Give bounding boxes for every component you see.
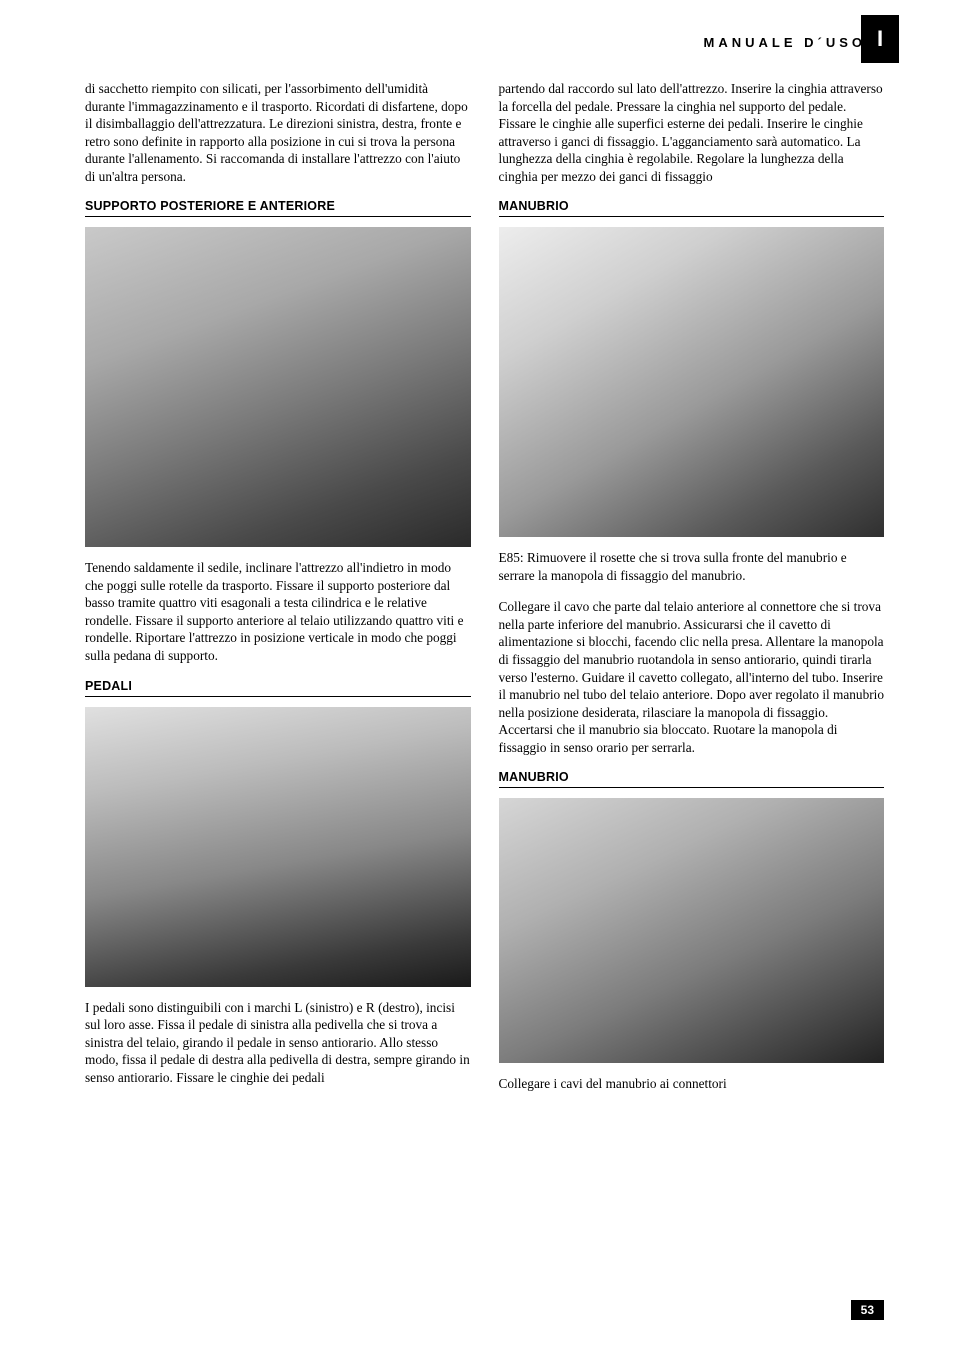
pedali-paragraph: I pedali sono distinguibili con i marchi… xyxy=(85,999,471,1087)
header-title: MANUALE D´USO xyxy=(704,35,867,50)
heading-supporto: SUPPORTO POSTERIORE E ANTERIORE xyxy=(85,199,471,217)
content-columns: di sacchetto riempito con silicati, per … xyxy=(85,80,884,1107)
heading-manubrio-1: MANUBRIO xyxy=(499,199,885,217)
intro-paragraph-right: partendo dal raccordo sul lato dell'attr… xyxy=(499,80,885,185)
intro-paragraph-left: di sacchetto riempito con silicati, per … xyxy=(85,80,471,185)
right-column: partendo dal raccordo sul lato dell'attr… xyxy=(499,80,885,1107)
manubrio-e85-paragraph: E85: Rimuovere il rosette che si trova s… xyxy=(499,549,885,584)
photo-manubrio-1 xyxy=(499,227,885,537)
page-header: MANUALE D´USO xyxy=(85,35,884,50)
supporto-paragraph: Tenendo saldamente il sedile, inclinare … xyxy=(85,559,471,664)
heading-manubrio-2: MANUBRIO xyxy=(499,770,885,788)
heading-pedali: PEDALI xyxy=(85,679,471,697)
manubrio-2-paragraph: Collegare i cavi del manubrio ai connett… xyxy=(499,1075,885,1093)
page-number: 53 xyxy=(851,1300,884,1320)
photo-supporto xyxy=(85,227,471,547)
language-tab: I xyxy=(861,15,899,63)
photo-pedali xyxy=(85,707,471,987)
left-column: di sacchetto riempito con silicati, per … xyxy=(85,80,471,1107)
manubrio-main-paragraph: Collegare il cavo che parte dal telaio a… xyxy=(499,598,885,756)
photo-manubrio-2 xyxy=(499,798,885,1063)
